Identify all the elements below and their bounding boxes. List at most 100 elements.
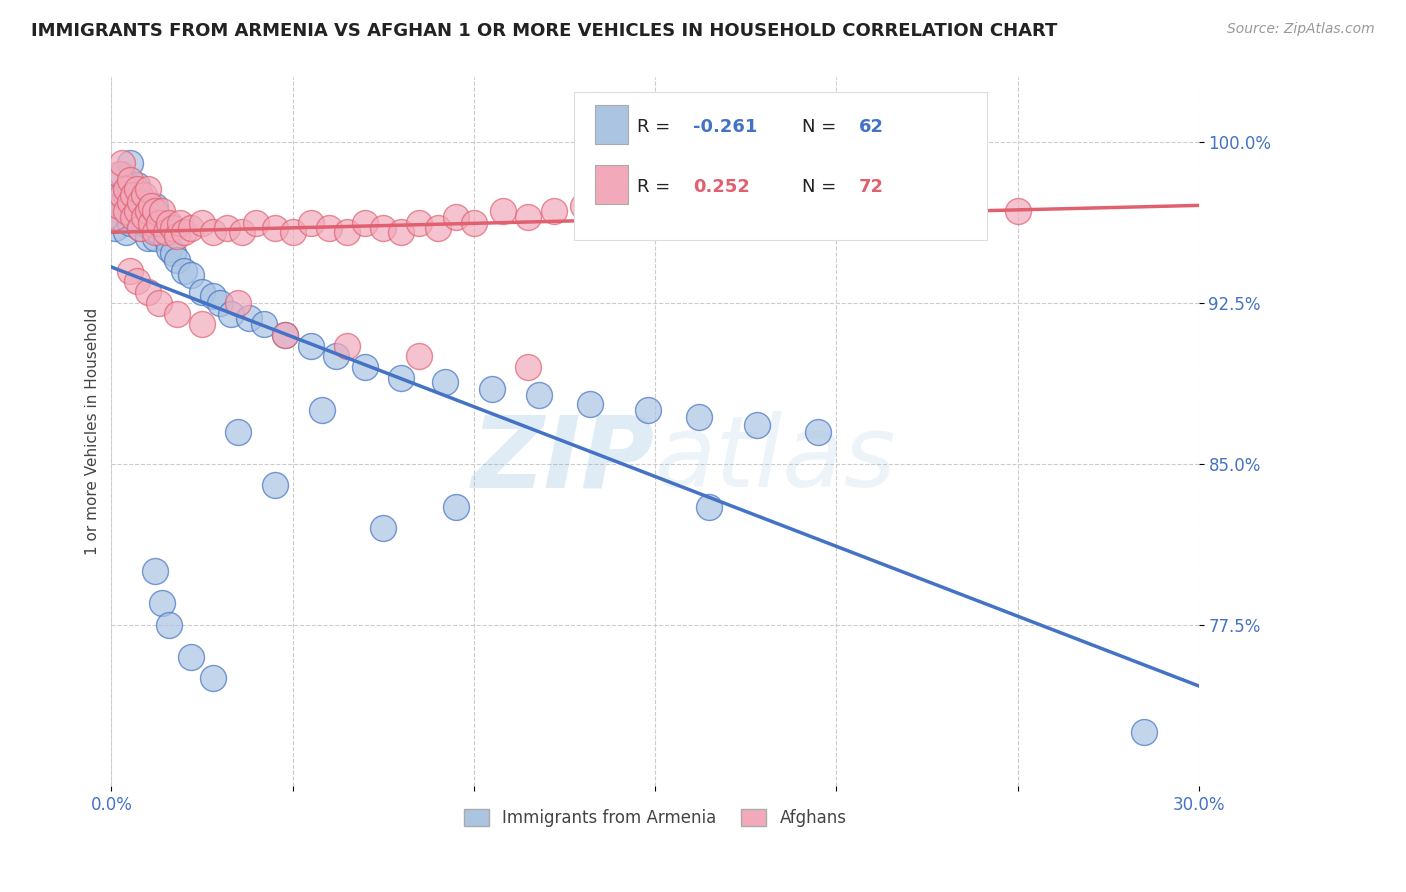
Point — [373, 220, 395, 235]
Point — [688, 409, 710, 424]
Point — [673, 182, 696, 196]
Point — [122, 188, 145, 202]
Legend: Immigrants from Armenia, Afghans: Immigrants from Armenia, Afghans — [457, 803, 853, 834]
Point — [408, 216, 430, 230]
Point — [807, 167, 830, 181]
Point — [274, 328, 297, 343]
Point — [141, 216, 163, 230]
Point — [180, 650, 202, 665]
Point — [759, 173, 782, 187]
Point — [107, 167, 129, 181]
Point — [517, 360, 540, 375]
Point — [173, 225, 195, 239]
Point — [118, 194, 141, 209]
Point — [1133, 725, 1156, 739]
Point — [143, 203, 166, 218]
Point — [180, 220, 202, 235]
Point — [311, 403, 333, 417]
Point — [226, 425, 249, 439]
Point — [136, 231, 159, 245]
Point — [118, 156, 141, 170]
Point — [157, 617, 180, 632]
Y-axis label: 1 or more Vehicles in Household: 1 or more Vehicles in Household — [86, 308, 100, 555]
Point — [104, 220, 127, 235]
Point — [481, 382, 503, 396]
Point — [148, 225, 170, 239]
Point — [132, 216, 155, 230]
Point — [107, 210, 129, 224]
Point — [118, 216, 141, 230]
Point — [155, 225, 177, 239]
Point — [122, 203, 145, 218]
Point — [107, 188, 129, 202]
Point — [444, 500, 467, 514]
Point — [150, 216, 173, 230]
Point — [129, 220, 152, 235]
Point — [118, 263, 141, 277]
Point — [433, 376, 456, 390]
Point — [104, 210, 127, 224]
Point — [637, 403, 659, 417]
Bar — [595, 105, 628, 144]
Point — [492, 203, 515, 218]
Point — [129, 194, 152, 209]
Point — [143, 564, 166, 578]
Point — [745, 418, 768, 433]
Point — [600, 194, 623, 209]
Point — [107, 199, 129, 213]
Point — [299, 339, 322, 353]
Point — [111, 156, 134, 170]
Point — [136, 203, 159, 218]
Point — [699, 500, 721, 514]
Point — [148, 295, 170, 310]
Text: 72: 72 — [859, 178, 883, 196]
Text: 62: 62 — [859, 118, 883, 136]
Point — [166, 252, 188, 267]
Point — [226, 295, 249, 310]
Point — [373, 521, 395, 535]
Point — [157, 216, 180, 230]
Point — [299, 216, 322, 230]
Point — [325, 350, 347, 364]
Point — [336, 339, 359, 353]
Text: R =: R = — [637, 178, 676, 196]
Point — [111, 199, 134, 213]
Point — [111, 188, 134, 202]
Point — [125, 274, 148, 288]
Point — [318, 220, 340, 235]
Bar — [595, 165, 628, 204]
Point — [122, 210, 145, 224]
Point — [579, 397, 602, 411]
Point — [527, 388, 550, 402]
Point — [148, 216, 170, 230]
Point — [150, 203, 173, 218]
Point — [201, 672, 224, 686]
Point — [125, 182, 148, 196]
Point — [162, 220, 184, 235]
Point — [173, 263, 195, 277]
Point — [141, 220, 163, 235]
Point — [115, 182, 138, 196]
Point — [263, 478, 285, 492]
Point — [122, 194, 145, 209]
FancyBboxPatch shape — [574, 92, 987, 240]
Point — [253, 318, 276, 332]
Point — [426, 220, 449, 235]
Text: -0.261: -0.261 — [693, 118, 758, 136]
Point — [191, 285, 214, 299]
Point — [191, 216, 214, 230]
Point — [389, 225, 412, 239]
Point — [180, 268, 202, 282]
Point — [217, 220, 239, 235]
Point — [637, 188, 659, 202]
Point — [143, 225, 166, 239]
Point — [111, 167, 134, 181]
Point — [118, 182, 141, 196]
Point — [157, 242, 180, 256]
Point — [115, 225, 138, 239]
Point — [125, 203, 148, 218]
Point — [129, 220, 152, 235]
Point — [162, 246, 184, 260]
Point — [354, 216, 377, 230]
Point — [141, 199, 163, 213]
